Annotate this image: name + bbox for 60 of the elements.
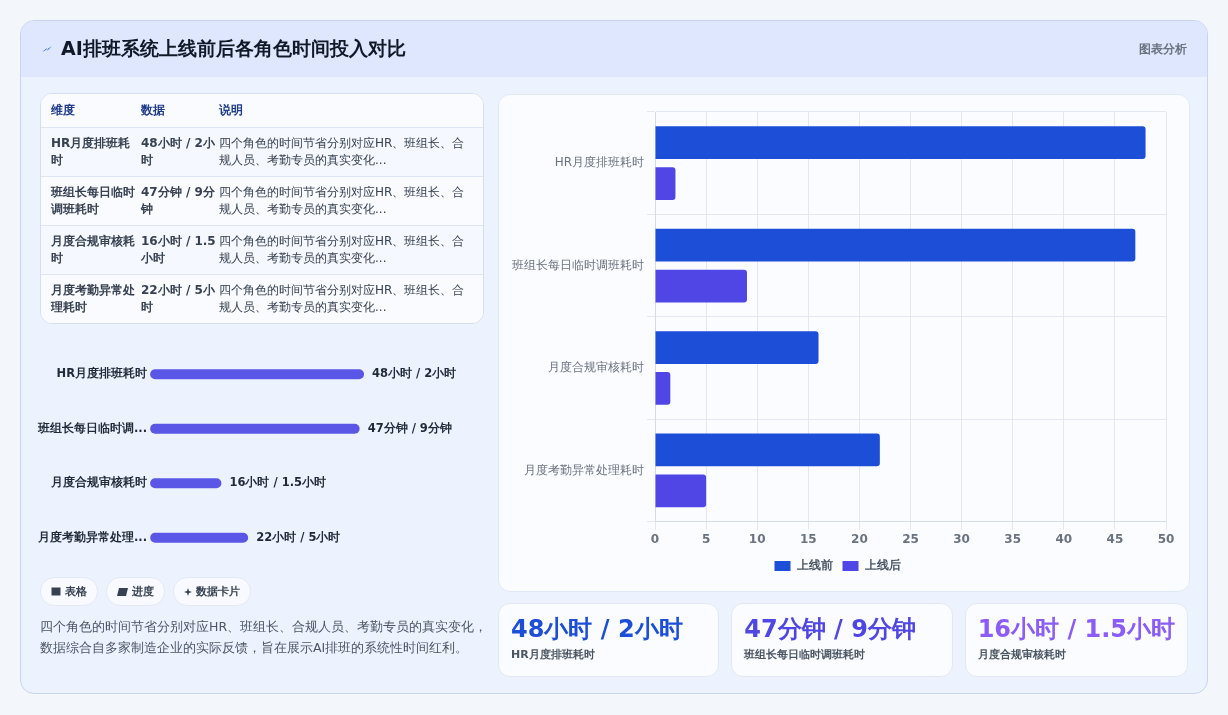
bar bbox=[150, 369, 365, 380]
x-tick-label: 0 bbox=[650, 531, 660, 546]
data-label: 48小时 / 2小时 bbox=[372, 366, 457, 381]
x-tick-label: 40 bbox=[1055, 531, 1073, 546]
text: 48小时 / 2小时 bbox=[511, 614, 684, 644]
x-tick-label: 5 bbox=[701, 531, 711, 546]
bar bbox=[655, 167, 676, 201]
text: 四个角色的时间节省分别对应HR、班组长、合规人员、考勤专员的真实变化... bbox=[219, 233, 466, 267]
y-tick-label: 月度考勤异常处理耗时 bbox=[524, 462, 644, 477]
y-tick-label: 班组长每日临时调班耗时 bbox=[512, 257, 644, 272]
data-label: 47分钟 / 9分钟 bbox=[367, 420, 452, 435]
text: HR月度排班耗时 bbox=[511, 647, 596, 662]
bar bbox=[150, 423, 360, 434]
y-tick-label: 班组长每日临时调... bbox=[37, 420, 148, 435]
text: 班组长每日临时调班耗时 bbox=[744, 647, 867, 662]
y-tick-label: HR月度排班耗时 bbox=[56, 366, 148, 381]
text: 进度 bbox=[132, 584, 154, 599]
text: 表格 bbox=[65, 584, 87, 599]
x-tick-label: 50 bbox=[1157, 531, 1175, 546]
text: 48小时 / 2小时 bbox=[141, 135, 216, 169]
y-tick-label: 月度合规审核耗时 bbox=[548, 360, 644, 375]
text: 四个角色的时间节省分别对应HR、班组长、合规人员、考勤专员的真实变化... bbox=[219, 282, 466, 316]
y-tick-label: HR月度排班耗时 bbox=[554, 155, 644, 170]
bar bbox=[655, 126, 1146, 160]
text: 47分钟 / 9分钟 bbox=[744, 614, 917, 644]
x-tick-label: 30 bbox=[953, 531, 970, 546]
text: 数据 bbox=[141, 102, 166, 119]
legend-label: 上线后 bbox=[863, 558, 901, 573]
text: AI排班系统上线前后各角色时间投入对比 bbox=[61, 36, 406, 61]
text: 维度 bbox=[50, 102, 76, 119]
y-tick-label: 月度合规审核耗时 bbox=[50, 475, 148, 490]
x-tick-label: 15 bbox=[799, 531, 817, 546]
text: 16小时 / 1.5小时 bbox=[141, 233, 217, 267]
bar bbox=[150, 478, 222, 489]
text: 四个角色的时间节省分别对应HR、班组长、合规人员、考勤专员的真实变化... bbox=[219, 184, 466, 218]
bar bbox=[150, 532, 249, 543]
text: 四个角色的时间节省分别对应HR、班组长、合规人员、考勤专员的真实变化，数据综合自多家制造企业的实际反馈，旨在展示AI排班的系统性时间红利。 bbox=[40, 618, 489, 657]
text: 图表分析 bbox=[1139, 40, 1187, 58]
bar bbox=[655, 228, 1136, 262]
data-label: 22小时 / 5小时 bbox=[256, 529, 341, 544]
text: 月度合规审核耗时 bbox=[977, 647, 1067, 662]
x-tick-label: 10 bbox=[748, 531, 766, 546]
x-tick-label: 35 bbox=[1004, 531, 1022, 546]
y-tick-label: 月度考勤异常处理... bbox=[37, 529, 148, 544]
text: 22小时 / 5小时 bbox=[141, 282, 216, 316]
data-label: 16小时 / 1.5小时 bbox=[229, 475, 327, 490]
bar bbox=[655, 331, 819, 364]
x-tick-label: 20 bbox=[851, 531, 868, 546]
bar bbox=[655, 372, 671, 405]
legend-label: 上线前 bbox=[795, 558, 833, 573]
bar bbox=[655, 433, 880, 467]
x-tick-label: 25 bbox=[902, 531, 919, 546]
text: 四个角色的时间节省分别对应HR、班组长、合规人员、考勤专员的真实变化... bbox=[219, 135, 466, 169]
text: 数据卡片 bbox=[196, 584, 240, 599]
text: 说明 bbox=[219, 102, 244, 119]
bar bbox=[655, 474, 707, 508]
text: 47分钟 / 9分钟 bbox=[141, 184, 216, 218]
bar bbox=[655, 269, 747, 303]
x-tick-label: 45 bbox=[1106, 531, 1124, 546]
text: 16小时 / 1.5小时 bbox=[977, 614, 1176, 644]
